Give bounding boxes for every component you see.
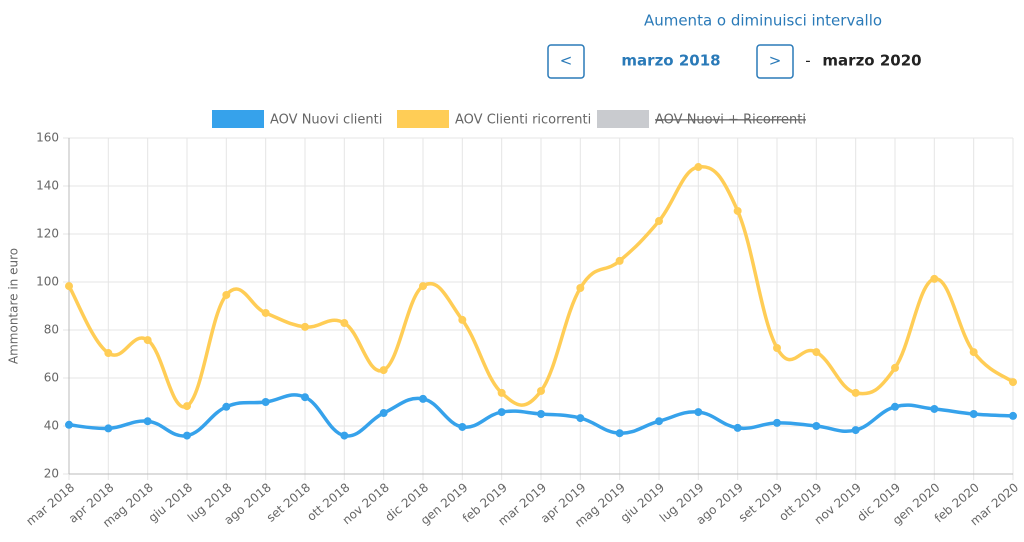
data-point (812, 348, 821, 357)
data-point (183, 431, 191, 440)
legend-swatch[interactable] (397, 110, 449, 128)
data-point (694, 408, 703, 417)
next-icon[interactable]: > (769, 52, 782, 70)
data-point (537, 386, 545, 395)
prev-button-box[interactable] (547, 44, 585, 79)
data-point (615, 256, 624, 265)
data-point (615, 429, 624, 438)
y-tick-label: 80 (44, 323, 59, 337)
data-point (773, 344, 781, 352)
data-point (851, 426, 860, 435)
data-point (222, 290, 231, 299)
next-button-box[interactable] (756, 44, 794, 79)
y-tick-label: 60 (44, 371, 59, 385)
data-point (65, 282, 73, 291)
data-point (655, 217, 663, 226)
legend-item[interactable]: AOV Clienti ricorrenti (397, 110, 591, 128)
data-point (930, 274, 939, 283)
data-point (655, 417, 663, 426)
prev-button[interactable]: < (547, 44, 585, 79)
data-point (1009, 411, 1017, 420)
y-tick-label: 140 (36, 179, 59, 193)
x-tick-label: set 2019 (736, 480, 785, 525)
y-tick-label: 20 (44, 467, 59, 481)
data-point (379, 409, 388, 418)
data-point (379, 366, 388, 375)
data-point (694, 163, 703, 172)
y-tick-label: 100 (36, 275, 59, 289)
legend-item[interactable]: AOV Nuovi clienti (212, 110, 382, 128)
data-point (1009, 378, 1017, 387)
data-point (891, 402, 899, 411)
data-point (458, 315, 467, 324)
data-point (65, 420, 73, 429)
range-heading: Aumenta o diminuisci intervallo (644, 12, 882, 30)
data-point (576, 284, 585, 292)
legend-item[interactable]: AOV Nuovi + Ricorrenti (597, 110, 806, 128)
y-tick-label: 160 (36, 131, 59, 145)
data-point (104, 349, 113, 358)
data-point (143, 336, 152, 345)
x-tick-label: set 2018 (264, 480, 313, 525)
data-point (851, 388, 860, 397)
legend-label[interactable]: AOV Nuovi clienti (270, 113, 382, 128)
data-point (301, 322, 309, 331)
prev-icon[interactable]: < (560, 52, 573, 70)
data-point (222, 402, 231, 411)
data-point (497, 388, 506, 397)
legend-swatch[interactable] (212, 110, 264, 128)
legend-swatch[interactable] (597, 110, 649, 128)
data-point (183, 402, 191, 411)
data-point (812, 422, 821, 430)
data-point (301, 393, 309, 402)
data-point (340, 319, 349, 328)
data-point (340, 431, 349, 440)
data-point (419, 282, 427, 291)
y-tick-label: 120 (36, 227, 59, 241)
y-axis-label: Ammontare in euro (7, 248, 21, 364)
data-point (497, 408, 506, 417)
data-point (773, 418, 781, 427)
separator: - (805, 52, 810, 70)
data-point (104, 424, 113, 433)
x-tick-label: mar 2018 (23, 480, 77, 528)
start-date[interactable]: marzo 2018 (621, 52, 720, 70)
legend-label[interactable]: AOV Clienti ricorrenti (455, 113, 591, 128)
data-point (969, 348, 978, 357)
data-point (261, 398, 270, 406)
data-point (930, 404, 939, 413)
next-button[interactable]: > (756, 44, 794, 79)
data-point (537, 410, 545, 418)
data-point (576, 414, 585, 423)
data-point (733, 423, 742, 432)
data-point (733, 206, 742, 215)
data-point (261, 308, 270, 317)
data-point (458, 422, 467, 431)
legend-label[interactable]: AOV Nuovi + Ricorrenti (655, 113, 806, 128)
end-date: marzo 2020 (822, 52, 921, 70)
y-tick-label: 40 (44, 419, 59, 433)
data-point (969, 410, 978, 418)
data-point (143, 417, 152, 426)
data-point (419, 394, 427, 403)
data-point (891, 363, 899, 372)
